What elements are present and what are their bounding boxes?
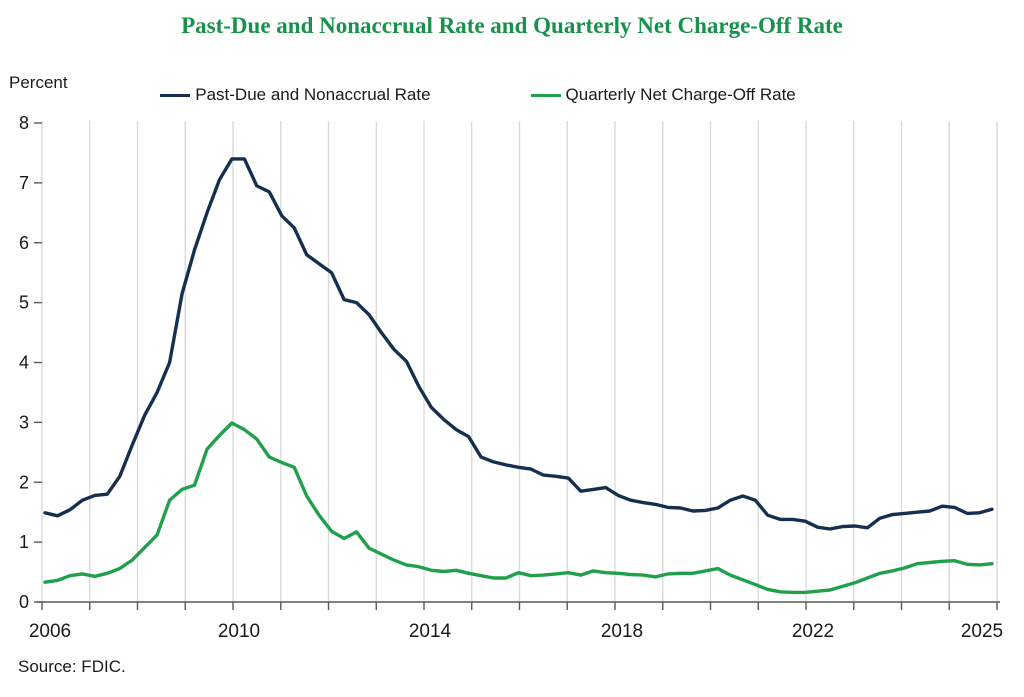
x-tick-label: 2022 [792, 621, 834, 642]
y-tick-label: 8 [19, 113, 29, 133]
chart-title: Past-Due and Nonaccrual Rate and Quarter… [181, 13, 843, 38]
y-tick-label: 0 [19, 592, 29, 612]
y-tick-label: 4 [19, 353, 29, 373]
legend: Past-Due and Nonaccrual Rate Quarterly N… [0, 85, 990, 105]
x-tick-label: 2014 [409, 621, 452, 642]
x-tick-label: 2010 [218, 621, 260, 642]
legend-label-charge-off: Quarterly Net Charge-Off Rate [565, 85, 796, 104]
series-line-past-due-nonaccrual [43, 157, 994, 531]
legend-line-swatch-navy [160, 93, 191, 97]
y-tick-label: 1 [19, 532, 29, 552]
y-tick-label: 5 [19, 293, 29, 313]
legend-item-past-due: Past-Due and Nonaccrual Rate [160, 85, 431, 105]
legend-item-charge-off: Quarterly Net Charge-Off Rate [530, 85, 796, 105]
y-tick-label: 7 [19, 173, 29, 193]
y-axis-unit-label: Percent [9, 73, 68, 92]
y-tick-label: 2 [19, 472, 29, 492]
legend-line-swatch-green [530, 93, 561, 97]
legend-label-past-due: Past-Due and Nonaccrual Rate [195, 85, 431, 104]
x-tick-label: 2018 [601, 621, 643, 642]
y-tick-label: 3 [19, 412, 29, 432]
y-tick-label: 6 [19, 233, 29, 253]
series-line-net-charge-off [43, 421, 994, 595]
x-tick-label: 2006 [29, 621, 71, 642]
source-note: Source: FDIC. [18, 657, 126, 676]
x-tick-label: 2025 [961, 621, 1003, 642]
